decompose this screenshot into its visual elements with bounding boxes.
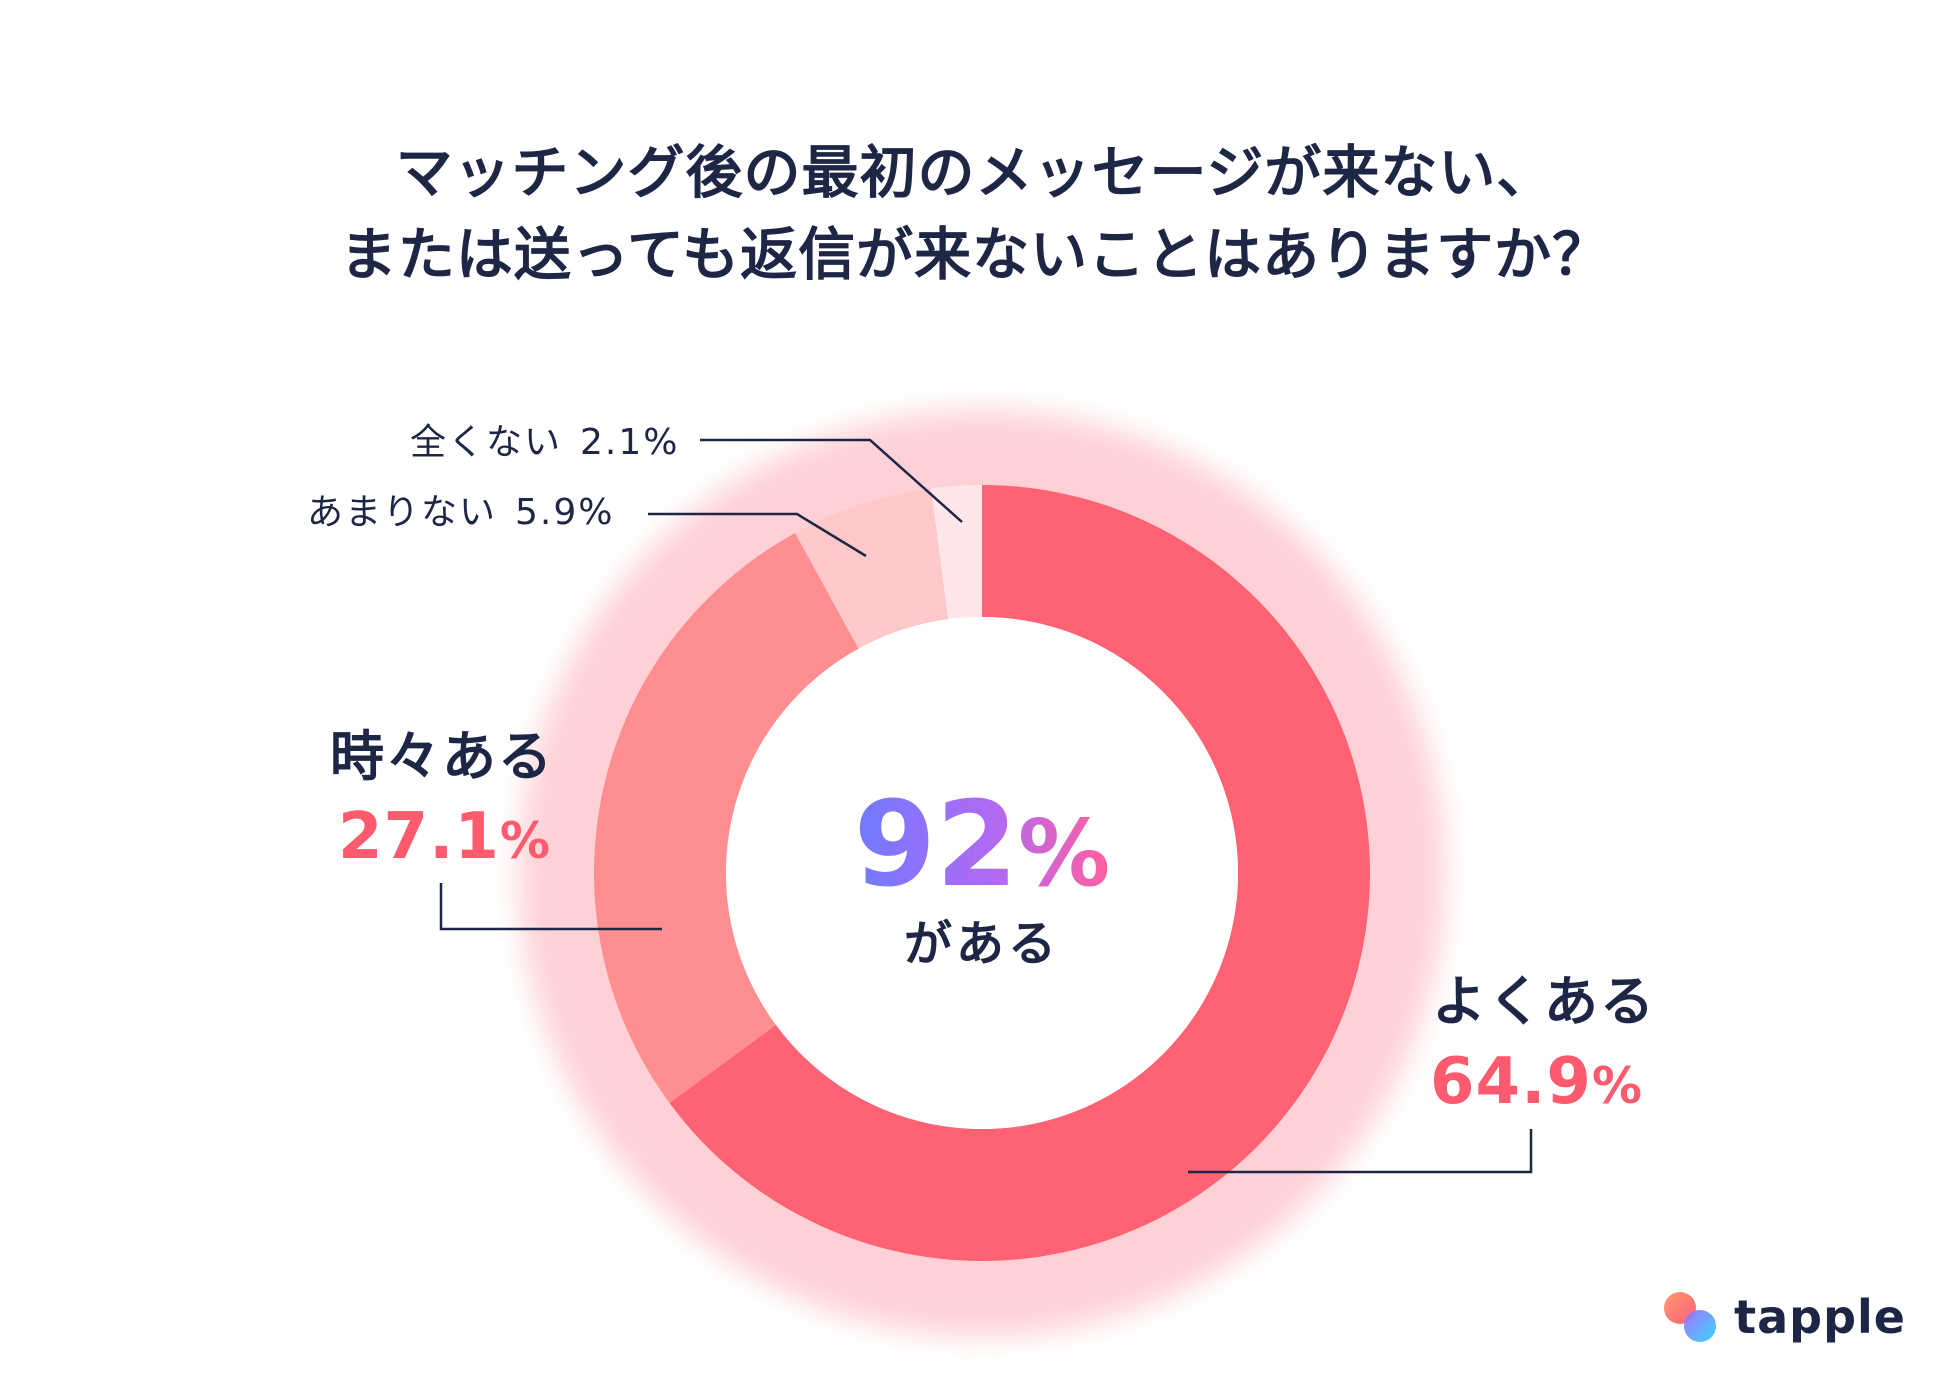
donut-slice-2 xyxy=(594,532,859,1104)
label-tokidoki-percent: % xyxy=(500,812,551,870)
label-amari-text: あまりない xyxy=(307,492,497,533)
leader-tokidoki xyxy=(439,883,662,931)
center-value: 92% xyxy=(854,775,1110,913)
donut-slice-1 xyxy=(669,485,1370,1261)
brand: tapple xyxy=(1662,1288,1906,1346)
label-yoku-value: 64.9% xyxy=(1430,1045,1643,1119)
chart-title-line1: マッチング後の最初のメッセージが来ない、 xyxy=(395,140,1555,206)
tapple-logo-icon xyxy=(1662,1288,1720,1346)
chart-title-line2: または送っても返信が来ないことはありますか？ xyxy=(339,222,1611,288)
label-zenku-text: 全くない xyxy=(410,422,562,463)
label-yoku-percent: % xyxy=(1592,1057,1643,1115)
donut-slices xyxy=(594,485,1370,1261)
center-subtitle: がある xyxy=(904,916,1060,972)
label-tokidoki-value: 27.1% xyxy=(338,800,551,874)
brand-name: tapple xyxy=(1734,1290,1906,1344)
leader-zenku xyxy=(700,438,963,523)
donut-hole xyxy=(726,617,1238,1129)
donut-slice-3 xyxy=(795,488,949,649)
label-amari: あまりない 5.9% xyxy=(307,492,614,533)
label-tokidoki-number: 27.1 xyxy=(338,800,500,874)
donut-slice-4 xyxy=(930,485,982,620)
label-zenku-value: 2.1% xyxy=(580,422,679,463)
leader-yoku xyxy=(1188,1129,1533,1174)
center-value-number: 92 xyxy=(854,775,1018,913)
label-yoku-number: 64.9 xyxy=(1430,1045,1592,1119)
label-amari-value: 5.9% xyxy=(515,492,614,533)
label-yoku: よくある xyxy=(1432,970,1656,1033)
center-value-percent: % xyxy=(1018,800,1110,907)
chart-title: マッチング後の最初のメッセージが来ない、 または送っても返信が来ないことはありま… xyxy=(0,132,1950,296)
label-zenku: 全くない 2.1% xyxy=(410,422,679,463)
logo-dot-cool xyxy=(1684,1310,1717,1342)
label-tokidoki: 時々ある xyxy=(330,725,554,788)
leader-amari xyxy=(648,512,867,558)
